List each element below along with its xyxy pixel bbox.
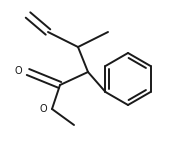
Text: O: O: [39, 104, 47, 114]
Text: O: O: [14, 66, 22, 76]
